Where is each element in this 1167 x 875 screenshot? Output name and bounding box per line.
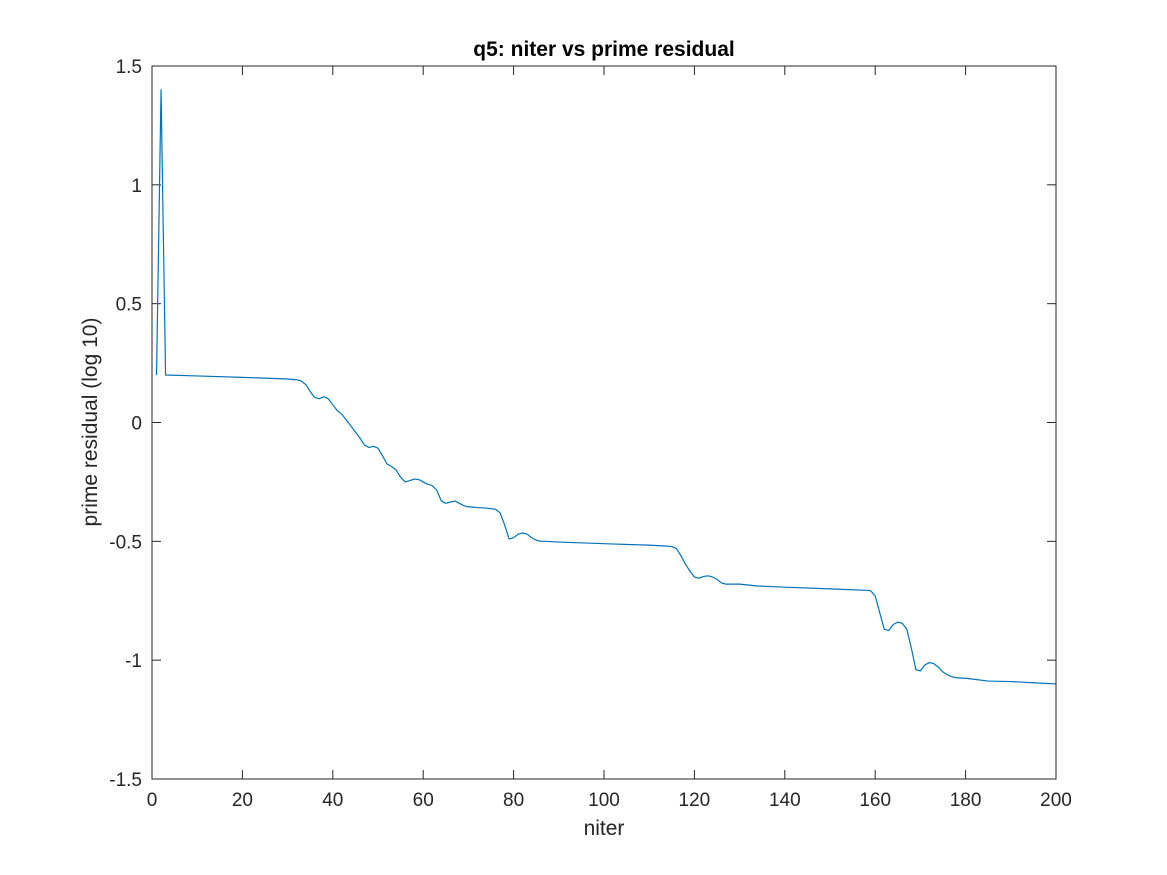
x-tick-label: 20 [232, 790, 253, 811]
x-tick-label: 140 [769, 790, 801, 811]
series-layer [155, 89, 1057, 685]
y-tick-label: 0.5 [116, 295, 142, 316]
x-tick-label: 40 [322, 790, 343, 811]
x-tick-label: 200 [1040, 790, 1072, 811]
x-tick-label: 180 [950, 790, 982, 811]
y-tick-label: -1.5 [109, 770, 142, 791]
axes-box [151, 65, 1057, 780]
y-tick-label: 1 [131, 176, 142, 197]
y-tick-label: -1 [125, 651, 142, 672]
x-tick-label: 160 [859, 790, 891, 811]
x-tick-label: 60 [413, 790, 434, 811]
y-tick-label: -0.5 [109, 532, 142, 553]
series-line [155, 89, 1057, 685]
x-tick-label: 80 [503, 790, 524, 811]
axes-background [152, 66, 1056, 779]
y-tick-label: 0 [131, 414, 142, 435]
x-tick-label: 100 [588, 790, 620, 811]
x-axis-label: niter [584, 817, 625, 840]
tick-labels: 0 20 40 60 80 100 120 140 160 180 200 -1.5 -1 -0.5 0 0.… [109, 57, 1072, 811]
y-tick-label: 1.5 [116, 57, 142, 78]
chart-title: q5: niter vs prime residual [473, 38, 734, 61]
y-axis-label: prime residual (log 10) [79, 318, 102, 527]
x-tick-label: 0 [147, 790, 158, 811]
x-tick-label: 120 [679, 790, 711, 811]
